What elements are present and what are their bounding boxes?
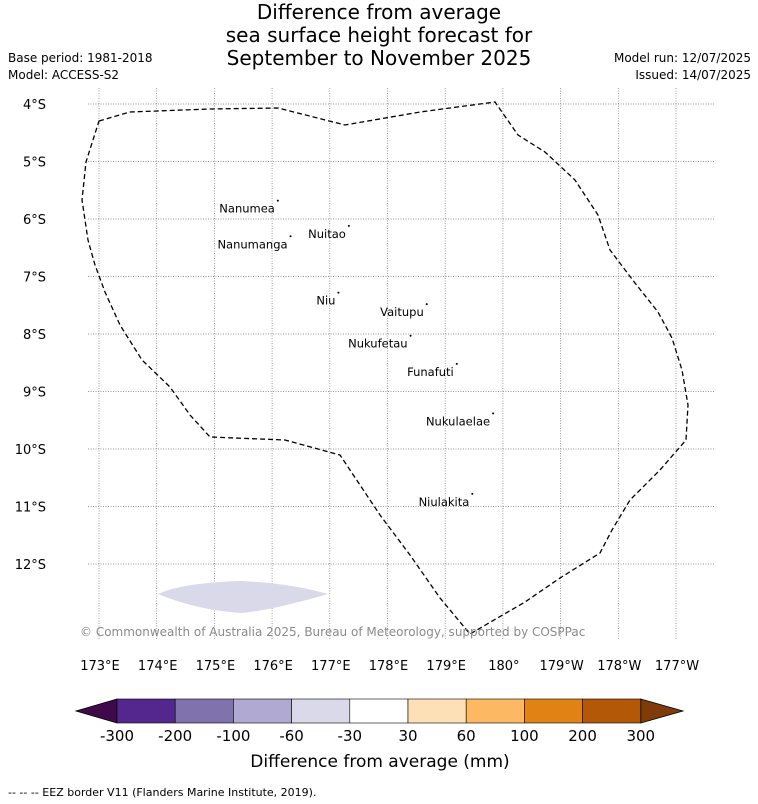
island-label: Nanumea	[219, 202, 275, 216]
island-marker	[455, 362, 458, 365]
island-marker	[276, 199, 279, 202]
colorbar-tick-label: 300	[626, 727, 655, 745]
colorbar-tick-label: 200	[568, 727, 597, 745]
colorbar-tick-label: -30	[338, 727, 363, 745]
latitude-label: 4°S	[23, 98, 46, 113]
base-period-text: Base period: 1981-2018	[8, 51, 153, 65]
colorbar-tick-label: -60	[279, 727, 304, 745]
colorbar-segment	[465, 698, 525, 724]
island-marker	[471, 492, 474, 495]
latitude-label: 8°S	[23, 328, 46, 343]
island-marker	[337, 291, 340, 294]
map-title-line-1: Difference from average	[256, 0, 502, 24]
island-marker	[492, 412, 495, 415]
colorbar: -300 -200 -100 -60 -30 30 60 100 200 300	[74, 698, 685, 745]
longitude-label: 174°E	[138, 659, 178, 674]
colorbar-segment	[407, 698, 467, 724]
island-marker	[347, 224, 350, 227]
colorbar-tick-label: 60	[457, 727, 476, 745]
colorbar-tick-label: -200	[158, 727, 192, 745]
eez-legend-note: -- -- -- EEZ border V11 (Flanders Marine…	[8, 786, 317, 799]
latitude-label: 11°S	[15, 501, 46, 516]
longitude-label: 175°E	[196, 659, 236, 674]
model-run-text: Model run: 12/07/2025	[613, 51, 751, 65]
colorbar-arrow-high	[640, 698, 685, 724]
island-label: Nuitao	[308, 227, 346, 241]
colorbar-segment	[174, 698, 234, 724]
anomaly-patch	[158, 581, 328, 613]
latitude-axis-labels: 4°S 5°S 6°S 7°S 8°S 9°S 10°S 11°S 12°S	[15, 98, 46, 573]
colorbar-tick-label: 100	[510, 727, 539, 745]
latitude-label: 5°S	[23, 156, 46, 171]
colorbar-segment	[349, 698, 409, 724]
colorbar-segment	[582, 698, 642, 724]
island-label: Nukulaelae	[426, 414, 490, 428]
longitude-label: 178°W	[597, 659, 641, 674]
latitude-label: 9°S	[23, 386, 46, 401]
latitude-label: 6°S	[23, 213, 46, 228]
colorbar-segment	[524, 698, 583, 724]
eez-border	[81, 101, 689, 635]
longitude-axis-labels: 173°E 174°E 175°E 176°E 177°E 178°E 179°E 180° 1…	[80, 659, 699, 674]
latitude-label: 7°S	[23, 271, 46, 286]
island-label: Nanumanga	[217, 237, 287, 251]
longitude-label: 177°W	[655, 659, 699, 674]
island-label: Nukufetau	[348, 337, 407, 351]
colorbar-arrow-low	[74, 698, 118, 724]
colorbar-segment	[291, 698, 351, 724]
colorbar-tick-label: -300	[100, 727, 134, 745]
island-label: Niu	[316, 294, 335, 308]
latitude-label: 12°S	[15, 558, 46, 573]
longitude-label: 173°E	[80, 659, 120, 674]
model-text: Model: ACCESS-S2	[8, 68, 120, 82]
island-label: Funafuti	[407, 365, 454, 379]
map-title-line-3: September to November 2025	[226, 46, 532, 70]
graticule	[88, 88, 714, 640]
copyright-text: © Commonwealth of Australia 2025, Bureau…	[80, 625, 585, 639]
longitude-label: 180°	[488, 659, 519, 674]
colorbar-title: Difference from average (mm)	[250, 752, 509, 772]
colorbar-tick-label: -100	[216, 727, 250, 745]
colorbar-segment	[233, 698, 292, 724]
longitude-label: 176°E	[253, 659, 293, 674]
colorbar-segment	[116, 698, 176, 724]
island-marker	[409, 334, 412, 337]
longitude-label: 179°E	[426, 659, 466, 674]
island-marker	[425, 303, 428, 306]
colorbar-tick-label: 30	[398, 727, 417, 745]
latitude-label: 10°S	[15, 443, 46, 458]
map-title-line-2: sea surface height forecast for	[225, 23, 533, 47]
island-label: Niulakita	[419, 495, 470, 509]
longitude-label: 177°E	[311, 659, 351, 674]
issued-text: Issued: 14/07/2025	[635, 68, 751, 82]
longitude-label: 178°E	[369, 659, 409, 674]
island-label: Vaitupu	[380, 305, 424, 319]
longitude-label: 179°W	[540, 659, 584, 674]
island-marker	[289, 235, 292, 238]
island-markers: Nanumea Nuitao Nanumanga Niu Vaitupu Nukufeta…	[217, 199, 495, 509]
